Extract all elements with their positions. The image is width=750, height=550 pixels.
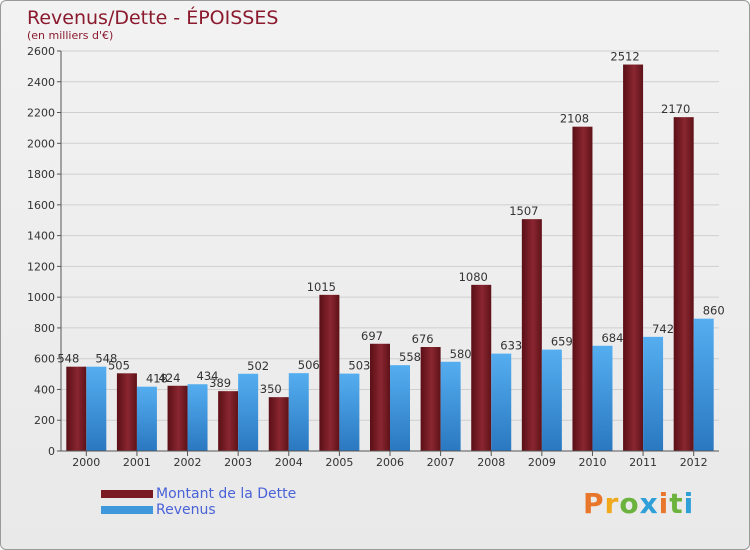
x-tick-label-2008: 2008 [477, 456, 505, 469]
bar-debt-2011 [623, 64, 644, 452]
logo-letter: i [658, 487, 670, 520]
value-label-revenue-2002: 434 [197, 369, 219, 383]
bar-debt-2006 [370, 343, 390, 451]
bar-revenue-2009 [541, 349, 562, 451]
y-tick-label: 2600 [27, 45, 55, 58]
legend-swatch-debt [101, 490, 153, 498]
value-label-revenue-2003: 502 [247, 359, 269, 373]
value-label-revenue-2007: 580 [450, 347, 472, 361]
logo-letter: r [604, 487, 620, 520]
bar-debt-2008 [471, 284, 492, 451]
bar-debt-2000 [66, 366, 87, 451]
value-label-debt-2010: 2108 [560, 112, 589, 126]
bar-revenue-2001 [136, 386, 157, 451]
y-tick-label: 400 [34, 383, 55, 396]
value-label-revenue-2001: 418 [146, 372, 168, 386]
bar-debt-2003 [218, 391, 239, 451]
bar-debt-2004 [268, 397, 289, 451]
logo-letter: o [619, 487, 640, 520]
bar-debt-2002 [167, 385, 188, 451]
value-label-debt-2009: 1507 [509, 204, 538, 218]
logo-letter: x [639, 487, 659, 520]
value-label-revenue-2000: 548 [95, 352, 117, 366]
value-label-revenue-2012: 860 [703, 304, 725, 318]
value-label-debt-2011: 2512 [610, 50, 639, 64]
x-tick-label-2006: 2006 [376, 456, 404, 469]
x-tick-label-2001: 2001 [123, 456, 151, 469]
bar-revenue-2003 [238, 373, 259, 451]
legend-swatch-revenue [101, 506, 153, 514]
y-tick-label: 200 [34, 414, 55, 427]
value-label-debt-2012: 2170 [661, 102, 690, 116]
bar-revenue-2010 [592, 345, 613, 451]
bar-debt-2005 [319, 294, 340, 451]
value-label-debt-2005: 1015 [307, 280, 336, 294]
bar-revenue-2005 [339, 373, 360, 451]
bar-debt-2007 [420, 347, 441, 451]
value-label-debt-2000: 548 [57, 352, 79, 366]
y-tick-label: 2400 [27, 76, 55, 89]
y-tick-label: 2200 [27, 107, 55, 120]
y-tick-label: 1800 [27, 168, 55, 181]
x-tick-label-2012: 2012 [680, 456, 708, 469]
value-label-revenue-2006: 558 [399, 350, 421, 364]
chart-title: Revenus/Dette - ÉPOISSES [27, 7, 279, 29]
value-label-revenue-2010: 684 [601, 331, 623, 345]
value-label-debt-2008: 1080 [459, 270, 488, 284]
bar-revenue-2002 [187, 384, 208, 451]
bar-revenue-2008 [491, 353, 512, 451]
y-tick-label: 0 [48, 445, 55, 458]
legend-label-revenue: Revenus [156, 502, 216, 518]
value-label-debt-2004: 350 [260, 382, 282, 396]
bar-revenue-2004 [288, 373, 309, 451]
legend-label-debt: Montant de la Dette [156, 486, 297, 502]
x-tick-label-2003: 2003 [224, 456, 252, 469]
y-tick-label: 600 [34, 353, 55, 366]
bar-debt-2009 [521, 219, 542, 451]
brand-logo: Proxiti [583, 487, 694, 520]
chart-subtitle: (en milliers d'€) [27, 29, 114, 42]
bar-revenue-2007 [440, 361, 461, 451]
y-tick-label: 1000 [27, 291, 55, 304]
value-label-revenue-2004: 506 [298, 358, 320, 372]
logo-letter: t [669, 487, 684, 520]
bar-debt-2010 [572, 126, 593, 451]
y-tick-label: 1400 [27, 230, 55, 243]
value-label-debt-2003: 389 [209, 376, 231, 390]
logo-letter: P [583, 487, 605, 520]
x-tick-label-2010: 2010 [578, 456, 606, 469]
value-label-debt-2007: 676 [412, 332, 434, 346]
value-label-revenue-2011: 742 [652, 322, 674, 336]
value-label-revenue-2009: 659 [551, 335, 573, 349]
x-tick-label-2000: 2000 [72, 456, 100, 469]
bar-revenue-2006 [390, 365, 410, 451]
x-tick-label-2002: 2002 [174, 456, 202, 469]
bar-debt-2001 [116, 373, 137, 451]
logo-letter: i [683, 487, 695, 520]
x-tick-label-2005: 2005 [325, 456, 353, 469]
y-tick-label: 1200 [27, 260, 55, 273]
value-label-revenue-2008: 633 [500, 339, 522, 353]
bar-revenue-2000 [86, 366, 107, 451]
x-tick-label-2004: 2004 [275, 456, 303, 469]
bar-revenue-2011 [643, 336, 664, 451]
x-tick-label-2011: 2011 [629, 456, 657, 469]
value-label-revenue-2005: 503 [348, 359, 370, 373]
y-tick-label: 2000 [27, 137, 55, 150]
y-tick-label: 800 [34, 322, 55, 335]
bar-revenue-2012 [693, 318, 714, 451]
bar-debt-2012 [673, 117, 694, 452]
value-label-debt-2002: 424 [159, 371, 181, 385]
y-tick-label: 1600 [27, 199, 55, 212]
value-label-debt-2006: 697 [361, 329, 383, 343]
x-tick-label-2009: 2009 [528, 456, 556, 469]
x-tick-label-2007: 2007 [427, 456, 455, 469]
value-label-debt-2001: 505 [108, 358, 130, 372]
